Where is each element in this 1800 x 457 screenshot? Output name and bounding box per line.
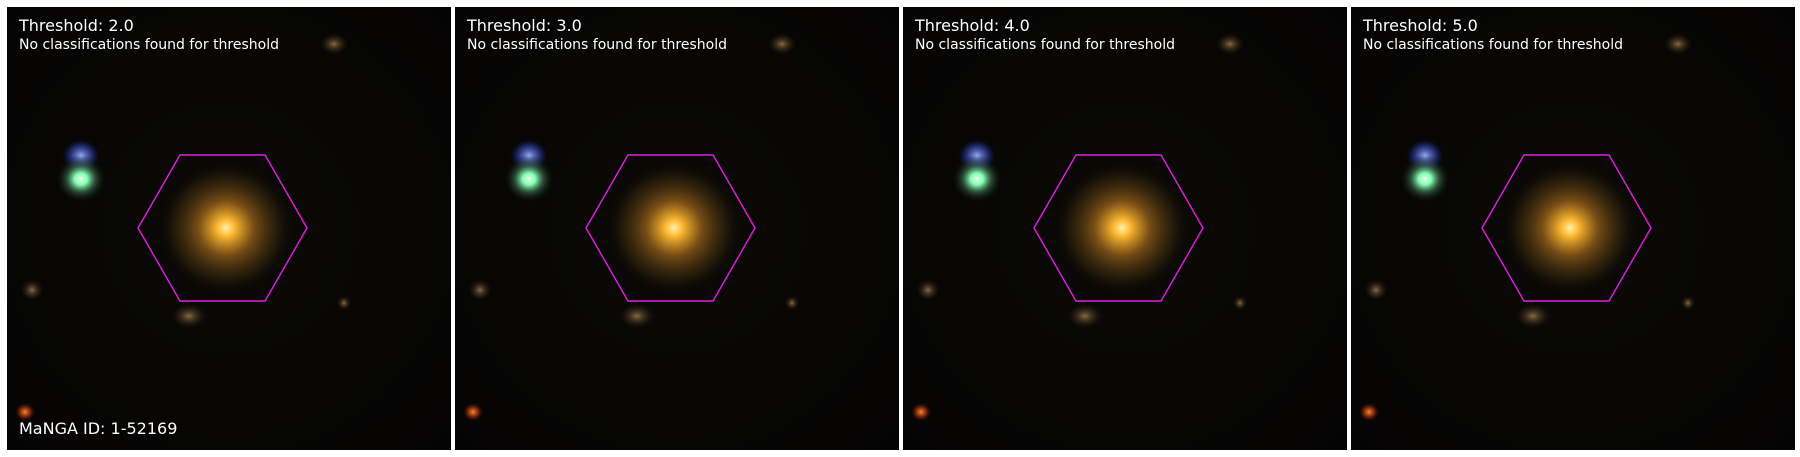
galaxy-image [910,32,1248,422]
hexagon-ifu-footprint [137,154,308,302]
green-star [503,155,555,203]
threshold-panel-1: Threshold: 2.0 No classifications found … [7,7,451,450]
hexagon-ifu-footprint [1481,154,1652,302]
threshold-status: No classifications found for threshold [467,37,727,53]
manga-id-label: MaNGA ID: 1-52169 [19,419,178,438]
galaxy-image [1358,32,1696,422]
threshold-title: Threshold: 3.0 [467,16,582,35]
central-galaxy [1500,160,1640,296]
threshold-panel-4: Threshold: 5.0 No classifications found … [1351,7,1795,450]
threshold-title: Threshold: 5.0 [1363,16,1478,35]
threshold-panel-2: Threshold: 3.0 No classifications found … [455,7,899,450]
green-star [55,155,107,203]
central-galaxy [1052,160,1192,296]
threshold-status: No classifications found for threshold [1363,37,1623,53]
threshold-panel-3: Threshold: 4.0 No classifications found … [903,7,1347,450]
hexagon-ifu-footprint [1033,154,1204,302]
threshold-status: No classifications found for threshold [915,37,1175,53]
green-star [951,155,1003,203]
threshold-title: Threshold: 4.0 [915,16,1030,35]
galaxy-image [462,32,800,422]
threshold-title: Threshold: 2.0 [19,16,134,35]
galaxy-image [14,32,352,422]
threshold-status: No classifications found for threshold [19,37,279,53]
hexagon-ifu-footprint [585,154,756,302]
central-galaxy [604,160,744,296]
green-star [1399,155,1451,203]
central-galaxy [156,160,296,296]
